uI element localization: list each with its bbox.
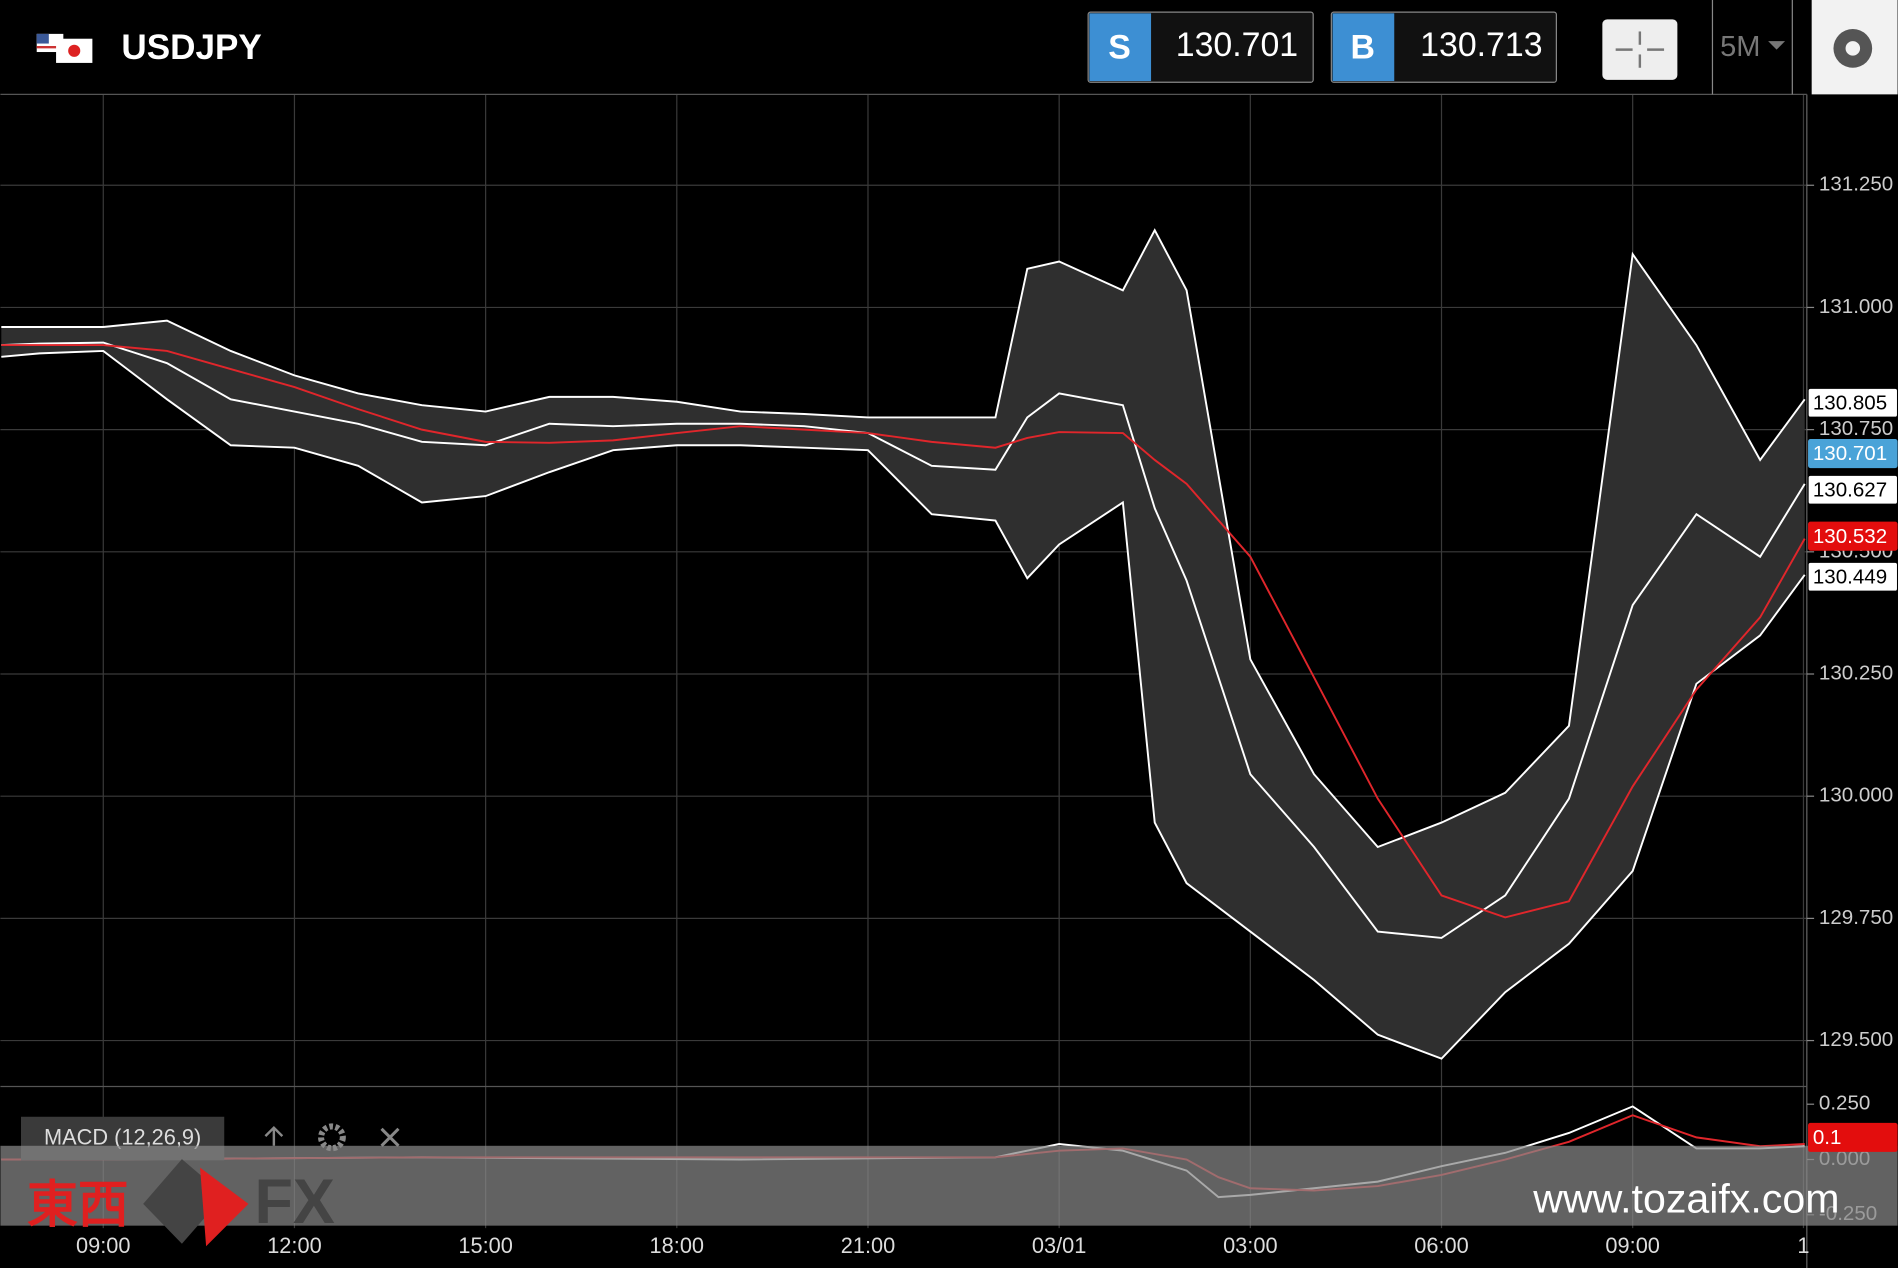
y-tick-label: 129.500 [1819,1028,1893,1051]
x-tick-label: 09:00 [76,1233,130,1258]
buy-button[interactable]: B 130.713 [1330,11,1557,83]
y-tick-label: 130.750 [1819,417,1893,440]
y-tick-label: 131.000 [1819,295,1893,318]
header-bar [0,0,1898,95]
series-line [1,228,1806,849]
series-line [1,341,1806,939]
price-tag-label: 130.701 [1813,442,1887,465]
x-tick-label: 18:00 [650,1233,704,1258]
settings-button[interactable] [1811,0,1898,95]
y-tick-label: 130.000 [1819,784,1893,807]
buy-price: 130.713 [1420,26,1542,64]
sell-label: S [1108,29,1131,67]
y-tick-label: 130.250 [1819,661,1893,684]
crosshair-button[interactable] [1602,19,1678,80]
sell-button[interactable]: S 130.701 [1087,11,1314,83]
watermark-brand: FX [255,1167,335,1237]
price-tag [1808,1122,1898,1152]
x-tick-label: 06:00 [1414,1233,1468,1258]
watermark-logo [200,1167,249,1247]
band-fill [1,230,1805,1059]
timeframe: 5M [1720,31,1760,63]
price-tag-label: 130.449 [1813,565,1887,588]
x-tick-label: 03/01 [1032,1233,1086,1258]
x-tick-label: 15:00 [458,1233,512,1258]
price-tag-label: 0.1 [1813,1126,1842,1149]
x-tick-label: 09:00 [1605,1233,1659,1258]
price-tag [1808,521,1898,551]
price-tag-label: 130.627 [1813,478,1887,501]
macd-title: MACD (12,26,9) [44,1124,201,1149]
watermark-band [0,1145,1898,1226]
buy-label: B [1351,29,1375,67]
x-tick-label: 12:00 [267,1233,321,1258]
gear-icon[interactable] [318,1123,346,1152]
close-icon[interactable] [380,1127,400,1147]
price-tag [1808,439,1898,469]
price-tag-label: 130.532 [1813,525,1887,548]
x-tick-label: 03:00 [1223,1233,1277,1258]
symbol[interactable]: USDJPY [121,28,261,67]
x-tick-label: 1 [1797,1233,1809,1258]
y-tick-label: 129.750 [1819,906,1893,929]
y-tick-label: 131.250 [1819,173,1893,196]
sell-price: 130.701 [1176,26,1298,64]
move-up-icon[interactable] [264,1125,284,1146]
watermark-url: www.tozaifx.com [1532,1175,1839,1221]
x-tick-label: 21:00 [841,1233,895,1258]
tag-layer: 09:00 12:00 15:00 18:00 21:00 03/01 03:00 06:00… [76,387,1898,1258]
price-tag-label: 130.805 [1813,391,1887,414]
series-line [1,349,1806,1060]
flag-icon [36,33,93,63]
y-tick-label: 0.250 [1819,1092,1870,1115]
timeframe-button[interactable]: 5M [1720,31,1786,63]
watermark-cjk: 東西 [27,1176,129,1233]
series-line [1,344,1806,919]
